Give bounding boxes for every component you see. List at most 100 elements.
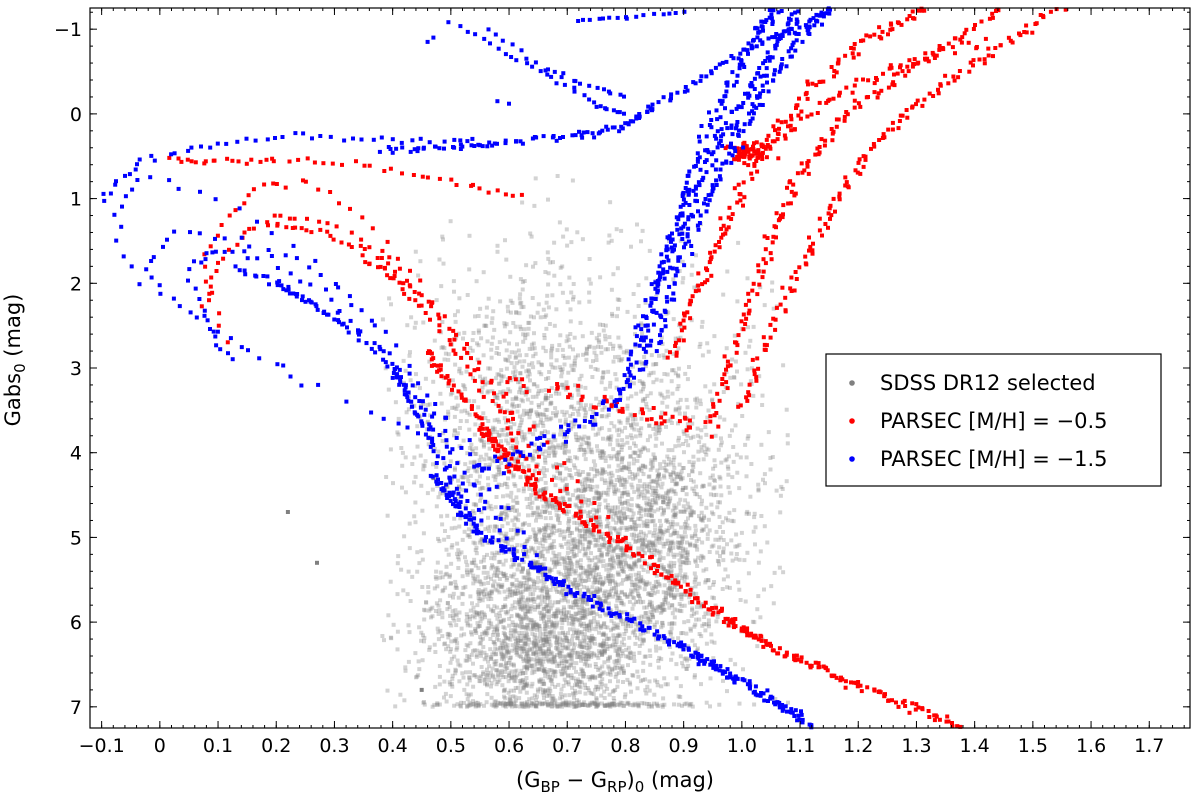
sdss-point xyxy=(567,642,572,647)
sdss-point xyxy=(597,516,602,521)
sdss-point xyxy=(549,701,554,706)
sdss-point xyxy=(462,687,467,692)
sdss-point xyxy=(464,369,469,374)
sdss-point xyxy=(593,665,598,669)
sdss-point xyxy=(556,462,561,467)
sdss-point xyxy=(609,434,614,439)
sdss-point xyxy=(536,605,541,610)
sdss-point xyxy=(611,547,616,552)
sdss-point xyxy=(646,616,651,621)
sdss-point xyxy=(505,521,510,526)
sdss-point xyxy=(558,445,562,450)
sdss-point xyxy=(465,572,470,577)
sdss-point xyxy=(514,645,519,650)
sdss-point xyxy=(606,545,611,550)
sdss-point xyxy=(515,530,520,535)
sdss-point xyxy=(573,355,578,360)
sdss-point xyxy=(658,604,662,609)
sdss-point xyxy=(586,555,591,560)
sdss-point xyxy=(586,445,591,450)
sdss-point xyxy=(513,695,518,700)
sdss-point xyxy=(647,248,652,253)
sdss-point xyxy=(736,401,741,406)
sdss-point xyxy=(554,645,558,650)
sdss-point xyxy=(590,590,595,595)
sdss-point xyxy=(589,622,594,627)
sdss-point xyxy=(569,567,574,572)
sdss-point xyxy=(544,653,549,658)
sdss-point xyxy=(644,544,649,549)
sdss-point xyxy=(481,636,485,641)
sdss-point xyxy=(572,359,577,363)
sdss-point xyxy=(596,535,601,539)
sdss-point xyxy=(537,527,542,532)
sdss-point xyxy=(644,518,649,523)
sdss-point xyxy=(709,632,714,637)
sdss-point xyxy=(556,646,560,651)
sdss-point xyxy=(500,655,505,660)
sdss-point xyxy=(646,490,651,495)
sdss-point xyxy=(619,619,624,624)
sdss-point xyxy=(637,557,642,562)
sdss-point xyxy=(525,554,530,559)
sdss-point xyxy=(650,604,654,609)
sdss-point xyxy=(603,347,608,352)
sdss-point xyxy=(519,417,524,422)
sdss-point xyxy=(405,592,410,597)
sdss-point xyxy=(614,672,619,677)
sdss-point xyxy=(565,561,570,566)
sdss-point xyxy=(598,598,603,603)
sdss-point xyxy=(551,260,555,265)
sdss-point xyxy=(608,543,613,548)
sdss-point xyxy=(466,693,471,698)
sdss-point xyxy=(494,668,499,673)
sdss-point xyxy=(479,665,484,669)
sdss-point xyxy=(524,652,529,656)
sdss-point xyxy=(671,585,676,590)
sdss-point xyxy=(479,649,484,654)
sdss-point xyxy=(656,659,661,663)
sdss-point xyxy=(592,701,597,706)
sdss-point xyxy=(532,511,537,516)
sdss-point xyxy=(639,416,644,421)
sdss-point xyxy=(566,674,571,679)
sdss-point xyxy=(384,475,389,479)
sdss-point xyxy=(637,492,642,496)
sdss-point xyxy=(620,568,625,573)
sdss-point xyxy=(604,505,608,510)
sdss-point xyxy=(649,353,654,358)
sdss-point xyxy=(541,651,546,656)
sdss-point xyxy=(616,335,621,340)
sdss-point xyxy=(537,660,542,665)
sdss-point xyxy=(529,627,534,632)
sdss-point xyxy=(589,638,593,643)
sdss-point xyxy=(485,552,489,557)
sdss-point xyxy=(503,703,508,708)
sdss-point xyxy=(649,458,654,463)
sdss-point xyxy=(712,458,717,463)
sdss-point xyxy=(468,473,473,478)
sdss-point xyxy=(479,559,484,564)
sdss-point xyxy=(391,622,396,627)
sdss-point xyxy=(542,336,547,341)
sdss-point xyxy=(643,522,648,527)
sdss-point xyxy=(541,669,546,673)
sdss-point xyxy=(473,502,478,507)
sdss-point xyxy=(617,632,622,637)
sdss-point xyxy=(618,547,623,552)
sdss-point xyxy=(586,441,591,446)
sdss-point xyxy=(611,633,616,638)
sdss-point xyxy=(724,516,728,521)
sdss-point xyxy=(616,595,621,600)
sdss-point xyxy=(490,458,495,463)
sdss-point xyxy=(626,701,631,706)
sdss-point xyxy=(501,645,505,650)
sdss-point xyxy=(445,513,450,518)
sdss-point xyxy=(581,651,586,655)
sdss-point xyxy=(645,544,650,549)
sdss-point xyxy=(532,588,537,593)
sdss-point xyxy=(515,532,520,537)
sdss-point xyxy=(639,450,644,454)
sdss-point xyxy=(597,643,602,648)
sdss-point xyxy=(525,609,530,614)
